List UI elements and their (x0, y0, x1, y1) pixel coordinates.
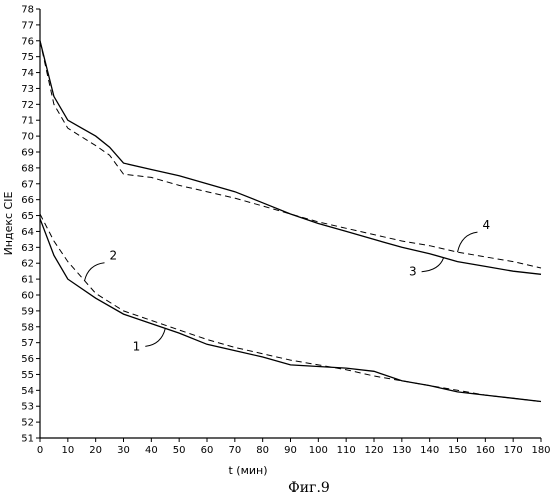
annotation-label-2: 2 (110, 249, 118, 263)
x-tick-label: 180 (531, 445, 550, 456)
y-axis-ticks: 51 52 53 54 55 56 57 58 59 60 61 62 63 64 65 66 67 68 69 70… (21, 5, 40, 445)
y-tick-label: 61 (21, 275, 34, 286)
y-tick-label: 75 (21, 52, 34, 63)
series-1-line (40, 219, 541, 402)
y-tick-label: 76 (21, 36, 34, 47)
x-tick-label: 20 (89, 445, 102, 456)
series-2-line (40, 214, 541, 402)
x-tick-label: 10 (61, 445, 74, 456)
curve-annotations: 1 2 3 4 (85, 218, 491, 353)
y-tick-label: 78 (21, 5, 34, 16)
x-tick-label: 100 (309, 445, 328, 456)
annotation-label-4: 4 (483, 218, 491, 232)
y-tick-label: 55 (21, 370, 34, 381)
y-tick-label: 52 (21, 418, 34, 429)
y-tick-label: 64 (21, 227, 34, 238)
x-tick-label: 0 (37, 445, 43, 456)
annotation-leader-1 (145, 328, 165, 346)
y-tick-label: 57 (21, 338, 34, 349)
x-tick-label: 120 (364, 445, 383, 456)
x-tick-label: 150 (448, 445, 467, 456)
axes (40, 9, 541, 438)
y-tick-label: 68 (21, 163, 34, 174)
y-axis-label: Индекс CIE (2, 192, 15, 256)
x-tick-label: 30 (117, 445, 130, 456)
x-tick-label: 90 (284, 445, 297, 456)
y-tick-label: 62 (21, 259, 34, 270)
annotation-leader-2 (85, 263, 105, 281)
y-tick-label: 69 (21, 148, 34, 159)
x-tick-label: 140 (420, 445, 439, 456)
y-tick-label: 51 (21, 434, 34, 445)
annotation-label-1: 1 (133, 339, 141, 353)
y-tick-label: 58 (21, 322, 34, 333)
y-tick-label: 77 (21, 20, 34, 31)
x-tick-label: 80 (256, 445, 269, 456)
series-3-line (40, 41, 541, 274)
y-tick-label: 53 (21, 402, 34, 413)
y-tick-label: 67 (21, 179, 34, 190)
y-tick-label: 59 (21, 306, 34, 317)
series-group (40, 41, 541, 402)
x-tick-label: 110 (337, 445, 356, 456)
y-tick-label: 56 (21, 354, 34, 365)
figure-caption: Фиг.9 (288, 480, 330, 496)
x-tick-label: 50 (173, 445, 186, 456)
y-tick-label: 65 (21, 211, 34, 222)
y-tick-label: 63 (21, 243, 34, 254)
x-tick-label: 170 (504, 445, 523, 456)
annotation-leader-3 (422, 258, 444, 272)
y-tick-label: 60 (21, 291, 34, 302)
y-tick-label: 70 (21, 132, 34, 143)
x-tick-label: 60 (201, 445, 214, 456)
y-tick-label: 71 (21, 116, 34, 127)
y-tick-label: 73 (21, 84, 34, 95)
x-axis-label: t (мин) (228, 464, 267, 477)
y-tick-label: 54 (21, 386, 34, 397)
y-tick-label: 72 (21, 100, 34, 111)
x-tick-label: 160 (476, 445, 495, 456)
y-tick-label: 66 (21, 195, 34, 206)
annotation-label-3: 3 (409, 265, 417, 279)
x-tick-label: 40 (145, 445, 158, 456)
x-tick-label: 70 (228, 445, 241, 456)
x-tick-label: 130 (392, 445, 411, 456)
x-axis-ticks: 0 10 20 30 40 50 60 70 80 90 100 110 120 130 140 150 160… (37, 438, 551, 456)
annotation-leader-4 (458, 232, 478, 252)
y-tick-label: 74 (21, 68, 34, 79)
